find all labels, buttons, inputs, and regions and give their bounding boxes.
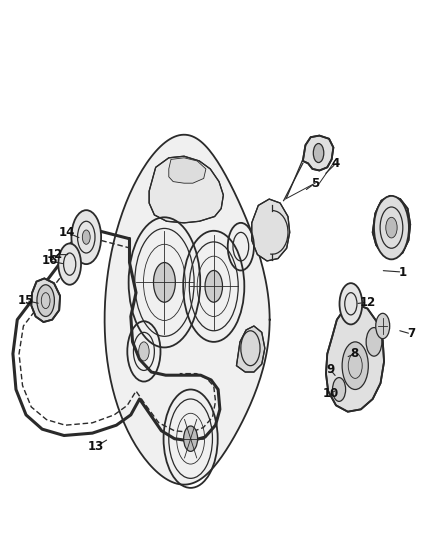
- Text: 4: 4: [332, 157, 340, 170]
- Polygon shape: [31, 278, 60, 322]
- Text: 14: 14: [59, 226, 75, 239]
- Circle shape: [374, 196, 409, 260]
- Text: 10: 10: [323, 387, 339, 400]
- Text: 13: 13: [88, 440, 104, 453]
- Text: 12: 12: [47, 248, 64, 261]
- Text: 9: 9: [326, 363, 335, 376]
- Circle shape: [332, 377, 346, 401]
- Polygon shape: [303, 135, 333, 171]
- Circle shape: [153, 263, 175, 302]
- Text: 1: 1: [398, 265, 406, 279]
- Circle shape: [339, 283, 362, 325]
- Text: 8: 8: [350, 348, 358, 360]
- Text: 5: 5: [311, 176, 319, 190]
- Text: 7: 7: [407, 327, 415, 341]
- Circle shape: [366, 328, 382, 356]
- Circle shape: [37, 285, 54, 317]
- Circle shape: [139, 342, 149, 361]
- Circle shape: [71, 210, 101, 264]
- Circle shape: [82, 230, 90, 244]
- Text: 12: 12: [359, 296, 375, 309]
- Polygon shape: [373, 196, 410, 258]
- Circle shape: [313, 143, 324, 163]
- Polygon shape: [149, 156, 223, 223]
- Text: 15: 15: [18, 294, 34, 307]
- Circle shape: [184, 426, 198, 451]
- Circle shape: [58, 244, 81, 285]
- Circle shape: [386, 217, 397, 238]
- Circle shape: [67, 241, 81, 265]
- Circle shape: [342, 342, 368, 390]
- Polygon shape: [326, 304, 384, 411]
- Text: 16: 16: [42, 254, 58, 268]
- Polygon shape: [237, 326, 265, 372]
- Polygon shape: [252, 199, 290, 261]
- Polygon shape: [105, 135, 270, 484]
- Circle shape: [376, 313, 390, 338]
- Polygon shape: [169, 158, 206, 183]
- Circle shape: [205, 270, 223, 302]
